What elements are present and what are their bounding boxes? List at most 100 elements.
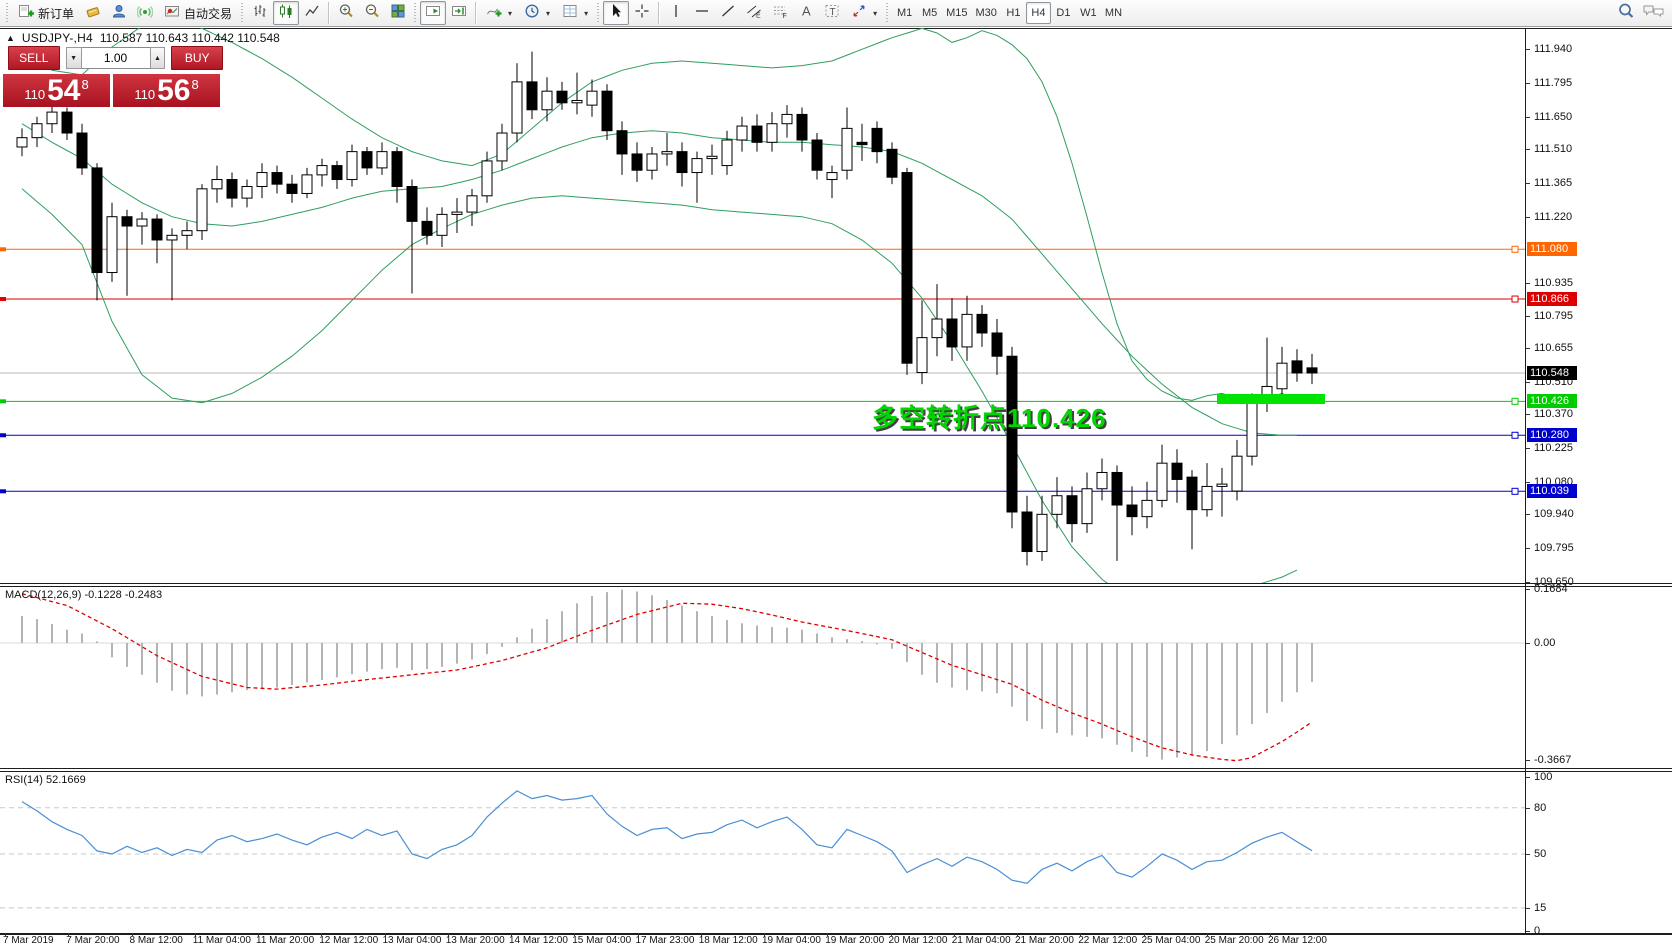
panel-separator[interactable] — [0, 586, 1672, 587]
zoom-in-button[interactable] — [333, 1, 359, 25]
toolbar-drag-handle[interactable] — [240, 3, 246, 23]
line-right-handle[interactable] — [1511, 487, 1519, 495]
zoom-out-button[interactable] — [359, 1, 385, 25]
chat-icon[interactable] — [1642, 1, 1666, 26]
market-watch-button[interactable] — [106, 1, 132, 25]
line-right-handle[interactable] — [1511, 245, 1519, 253]
symbol-marker-icon[interactable]: ▲ — [6, 33, 15, 43]
autotrading-label: 自动交易 — [184, 6, 233, 21]
signals-button[interactable] — [132, 1, 158, 25]
autotrading-button[interactable]: 自动交易 — [158, 1, 238, 25]
text-label-tool-button[interactable]: T — [819, 1, 845, 25]
timeframe-button-m15[interactable]: M15 — [946, 7, 968, 19]
periods-button[interactable]: ▾ — [518, 1, 556, 25]
macd-tick-mark — [1526, 589, 1530, 591]
fibonacci-tool-button[interactable]: F — [767, 1, 793, 25]
toolbar-drag-handle[interactable] — [885, 3, 891, 23]
chart-shift-button[interactable] — [446, 1, 472, 25]
line-right-handle[interactable] — [1511, 295, 1519, 303]
price-badge-111.080: 111.080 — [1527, 242, 1577, 257]
price-tick-mark — [1526, 448, 1530, 450]
candlestick — [91, 167, 103, 274]
time-tick-mark — [764, 933, 765, 936]
vertical-line-tool-button[interactable] — [663, 1, 689, 25]
timeframe-button-d1[interactable]: D1 — [1056, 7, 1071, 19]
time-tick-mark — [5, 933, 6, 936]
cursor-tool-button[interactable] — [603, 1, 630, 25]
candlestick-chart-button[interactable] — [273, 1, 300, 25]
price-axis-label: 109.940 — [1534, 508, 1574, 521]
rsi-panel — [0, 790, 1525, 909]
candlestick — [766, 123, 778, 143]
candlestick — [226, 179, 238, 199]
volume-increase-button[interactable]: ▲ — [149, 47, 166, 69]
svg-text:F: F — [783, 13, 787, 19]
buy-price-pip: 8 — [191, 77, 199, 92]
timeframe-button-m1[interactable]: M1 — [896, 7, 913, 19]
indicators-button[interactable]: ▾ — [480, 1, 518, 25]
buy-price-box[interactable]: 110 56 8 — [113, 74, 220, 107]
toolbar-drag-handle[interactable] — [596, 3, 602, 23]
rsi-tick-mark — [1526, 777, 1530, 778]
timeframe-button-m30[interactable]: M30 — [975, 7, 997, 19]
toolbar-drag-handle[interactable] — [5, 3, 10, 23]
candlestick — [1096, 471, 1108, 490]
chart-annotation[interactable]: 多空转折点110.426 — [872, 403, 1107, 433]
line-left-handle[interactable] — [0, 399, 6, 404]
candlestick — [676, 151, 688, 174]
time-axis-label: 26 Mar 12:00 — [1268, 935, 1327, 944]
time-tick-mark — [827, 933, 829, 936]
panel-separator[interactable] — [0, 768, 1672, 769]
line-chart-button[interactable] — [299, 1, 325, 25]
search-icon[interactable] — [1616, 1, 1636, 26]
timeframe-button-m5[interactable]: M5 — [921, 7, 938, 19]
trendline-tool-button[interactable] — [715, 1, 741, 25]
bar-chart-button[interactable] — [247, 1, 273, 25]
line-left-handle[interactable] — [0, 433, 6, 438]
svg-text:E: E — [756, 12, 761, 19]
line-left-handle[interactable] — [0, 247, 6, 252]
auto-scroll-button[interactable] — [420, 1, 447, 25]
sell-button[interactable]: SELL — [8, 46, 60, 70]
text-tool-button[interactable]: A — [793, 1, 819, 25]
support-highlight-bar[interactable] — [1217, 394, 1325, 404]
toolbar-drag-handle[interactable] — [413, 3, 419, 23]
line-left-handle[interactable] — [0, 297, 6, 302]
time-tick-mark — [1270, 933, 1271, 936]
profiles-button[interactable] — [80, 1, 106, 25]
sell-price-box[interactable]: 110 54 8 — [3, 74, 110, 107]
candlestick — [841, 127, 853, 171]
arrows-tool-button[interactable]: ▾ — [845, 1, 883, 25]
templates-button[interactable]: ▾ — [556, 1, 594, 25]
buy-button[interactable]: BUY — [171, 46, 223, 70]
price-badge-110.866: 110.866 — [1527, 292, 1577, 307]
candlestick — [1201, 485, 1213, 511]
candlestick — [691, 158, 703, 174]
candlestick — [241, 186, 253, 199]
volume-input[interactable] — [81, 47, 150, 69]
timeframe-button-w1[interactable]: W1 — [1080, 7, 1097, 19]
crosshair-tool-button[interactable] — [629, 1, 655, 25]
channel-tool-button[interactable]: E — [741, 1, 767, 25]
candlestick — [646, 153, 658, 171]
tile-windows-button[interactable] — [385, 1, 411, 25]
timeframe-button-h4[interactable]: H4 — [1025, 2, 1051, 24]
new-order-button[interactable]: 新订单 — [12, 1, 80, 25]
line-right-handle[interactable] — [1511, 397, 1519, 405]
timeframe-button-h1[interactable]: H1 — [1006, 7, 1021, 19]
candlestick — [526, 81, 538, 111]
toolbar: 新订单 自动交易 ▾ ▾ ▾ E F A T ▾ — [0, 0, 1672, 27]
line-right-handle[interactable] — [1511, 431, 1519, 439]
candlestick — [346, 151, 358, 181]
horizontal-line-icon — [694, 3, 710, 24]
horizontal-line-tool-button[interactable] — [689, 1, 715, 25]
volume-decrease-button[interactable]: ▼ — [65, 47, 82, 69]
panel-separator[interactable] — [0, 583, 1672, 584]
bar-chart-icon — [252, 3, 268, 24]
candlestick — [1141, 499, 1153, 518]
panel-separator[interactable] — [0, 771, 1672, 772]
line-left-handle[interactable] — [0, 489, 6, 494]
signal-icon — [136, 3, 154, 24]
timeframe-button-mn[interactable]: MN — [1104, 7, 1123, 19]
